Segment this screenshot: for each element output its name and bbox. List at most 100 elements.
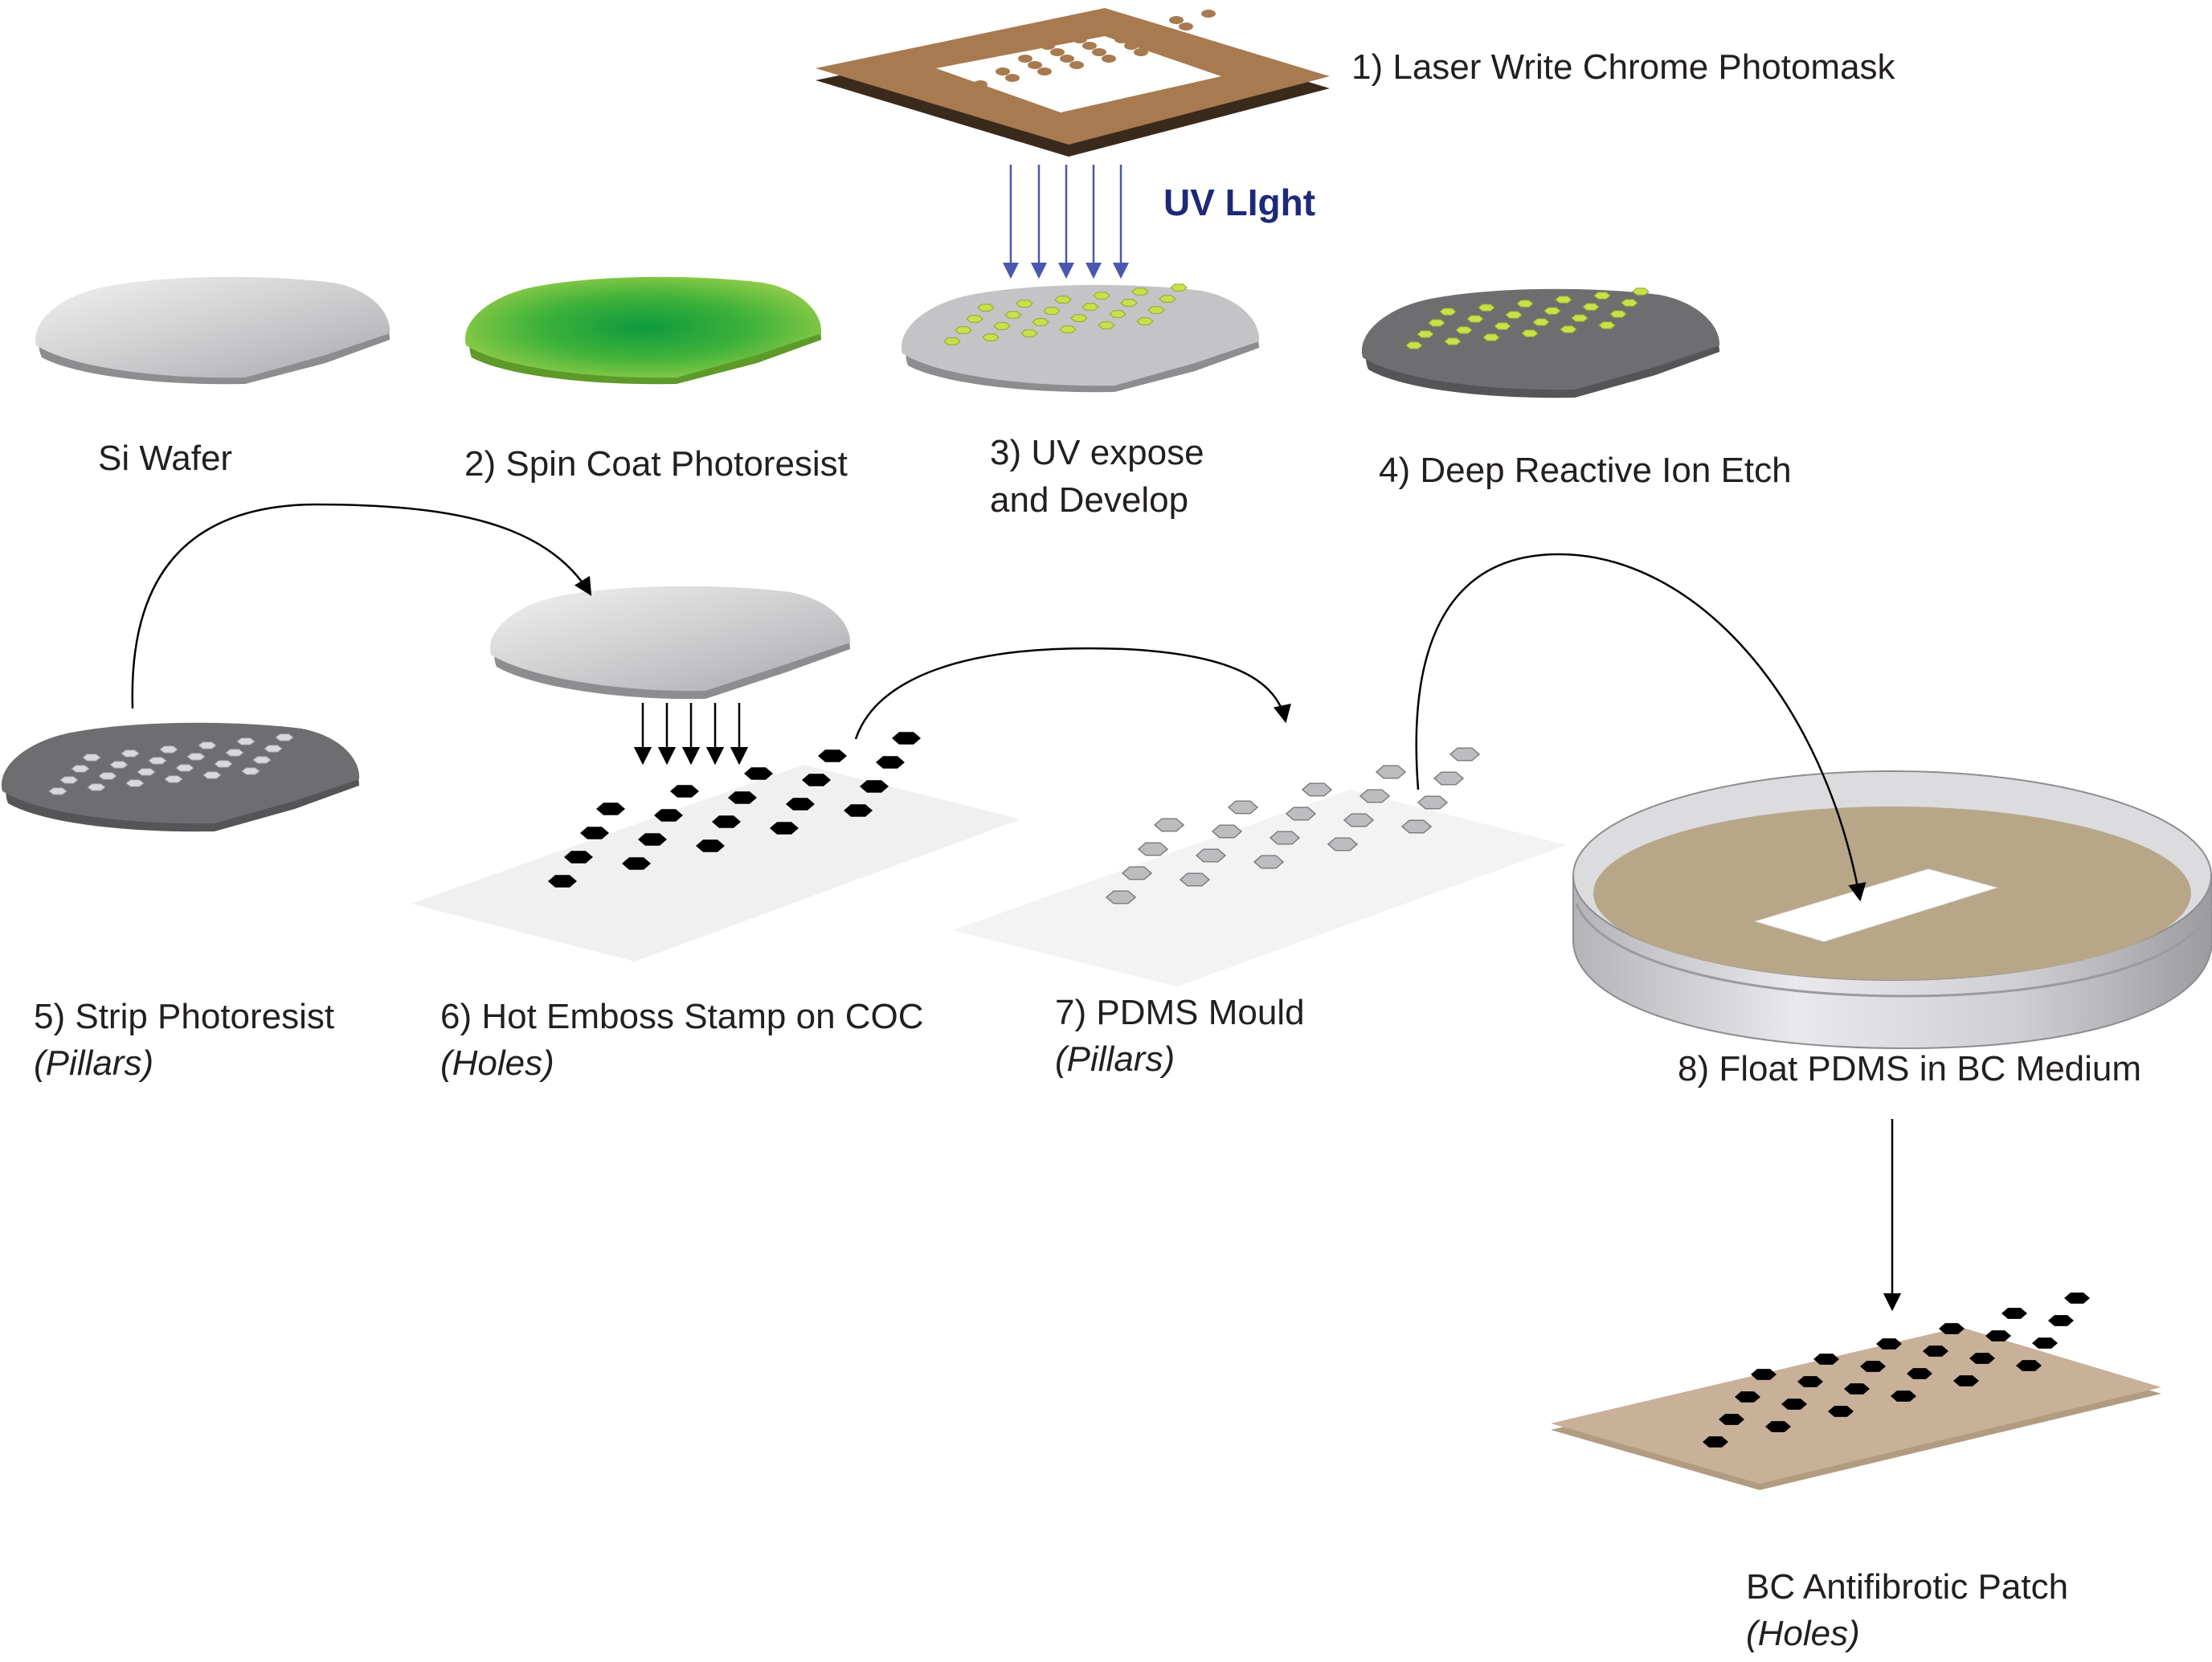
exposed-feature [1093, 292, 1110, 300]
etched-feature [1417, 330, 1434, 338]
exposed-feature [1054, 296, 1072, 304]
pdms-pillar [1253, 855, 1285, 869]
arrow-stamp-to-mould [854, 647, 1291, 740]
uv-light-label: UV LIght [1163, 182, 1316, 223]
uv-exposed-wafer [901, 284, 1260, 393]
patch-hole [1891, 1390, 1916, 1402]
etched-feature [1582, 303, 1600, 311]
final-patch-label: BC Antifibrotic Patch [1746, 1567, 2069, 1607]
hole [670, 785, 699, 798]
hole [728, 791, 757, 804]
pdms-pillar [1285, 806, 1317, 821]
patch-hole [1703, 1436, 1728, 1448]
hole [876, 756, 905, 769]
patch-hole [1907, 1368, 1932, 1379]
pillar [159, 745, 178, 753]
pillar [186, 753, 206, 761]
step5-label: 5) Strip Photoresist [34, 997, 335, 1036]
pillar [48, 787, 67, 795]
photoresist-coated-wafer [464, 276, 822, 385]
pdms-pillar [1359, 789, 1391, 803]
si-wafer-label: Si Wafer [98, 439, 233, 478]
mask-hole [1114, 35, 1129, 43]
hole [844, 804, 873, 817]
patch-hole [1985, 1330, 2011, 1341]
patch-hole [1844, 1383, 1870, 1395]
patch-hole [2001, 1308, 2027, 1319]
pillar [82, 753, 101, 762]
hole [638, 833, 667, 846]
patch-hole [1828, 1406, 1854, 1417]
bc-antifibrotic-patch [1551, 1292, 2161, 1490]
step7-sublabel: (Pillars) [1055, 1039, 1176, 1079]
mask-hole [1018, 55, 1032, 63]
exposed-feature [977, 304, 995, 312]
step7-label: 7) PDMS Mould [1055, 993, 1305, 1032]
pdms-pillar [1433, 771, 1465, 786]
floating-pdms-patch [1754, 868, 1998, 942]
hole [818, 749, 847, 762]
patch-hole [1969, 1353, 1995, 1364]
hole-grid [548, 732, 921, 888]
exposed-feature [966, 315, 983, 323]
etched-feature [1598, 321, 1616, 329]
etched-feature [1455, 326, 1473, 334]
petri-dish [1572, 770, 2212, 1050]
pdms-pillar [1137, 842, 1169, 856]
mask-hole [1073, 35, 1087, 43]
pillar [59, 776, 79, 784]
etched-feature [1555, 296, 1572, 304]
step8-label: 8) Float PDMS in BC Medium [1678, 1049, 2142, 1088]
pdms-pillar [1153, 818, 1185, 832]
exposed-feature [1159, 295, 1176, 303]
mask-hole [1179, 22, 1193, 31]
exposed-feature [1109, 310, 1126, 318]
step6-label: 6) Hot Emboss Stamp on COC [440, 997, 924, 1036]
mask-hole [1041, 42, 1055, 50]
pillar [109, 761, 129, 769]
pillar [241, 767, 260, 775]
pillar [121, 749, 140, 757]
hole [712, 815, 741, 828]
step2-label: 2) Spin Coat Photoresist [464, 444, 848, 484]
exposed-feature [1070, 314, 1088, 322]
mask-hole [1037, 67, 1052, 76]
mask-hole [1050, 48, 1065, 56]
hole [802, 774, 831, 786]
pillar [252, 756, 272, 764]
pdms-pillar [1417, 795, 1449, 810]
etched-wafer [1361, 288, 1720, 398]
pdms-pillar [1301, 782, 1333, 797]
patch-hole [1781, 1399, 1807, 1410]
stamp-press-arrows [633, 703, 749, 766]
exposed-feature [955, 326, 972, 334]
pdms-pillar [1211, 824, 1243, 839]
mask-hole [1134, 48, 1148, 56]
pillar [87, 783, 106, 791]
pdms-pillar [1227, 800, 1259, 815]
mask-hole [1092, 48, 1106, 56]
etched-feature-grid [1405, 288, 1650, 349]
pillar [164, 775, 183, 783]
patch-hole [1923, 1346, 1948, 1357]
stamp-wafer [489, 586, 851, 700]
patch-hole [2048, 1315, 2074, 1326]
exposed-feature [1016, 300, 1033, 308]
arrow-strip-to-stamp [131, 503, 592, 709]
step3-label-line1: 3) UV expose [990, 433, 1204, 472]
mask-hole [1201, 10, 1216, 18]
patch-hole [1735, 1391, 1760, 1403]
pdms-pillar [1121, 866, 1153, 880]
mask-hole [1137, 22, 1151, 31]
etched-feature [1521, 329, 1539, 337]
stripped-wafer-pillars [1, 722, 360, 832]
pdms-pillar [1449, 747, 1481, 762]
step4-label: 4) Deep Reactive Ion Etch [1379, 451, 1792, 490]
hole [596, 802, 625, 815]
exposed-feature [1032, 318, 1049, 326]
etched-feature [1428, 319, 1445, 327]
exposed-feature [1136, 317, 1154, 325]
etched-feature [1621, 299, 1638, 307]
chrome-photomask [816, 8, 1330, 157]
